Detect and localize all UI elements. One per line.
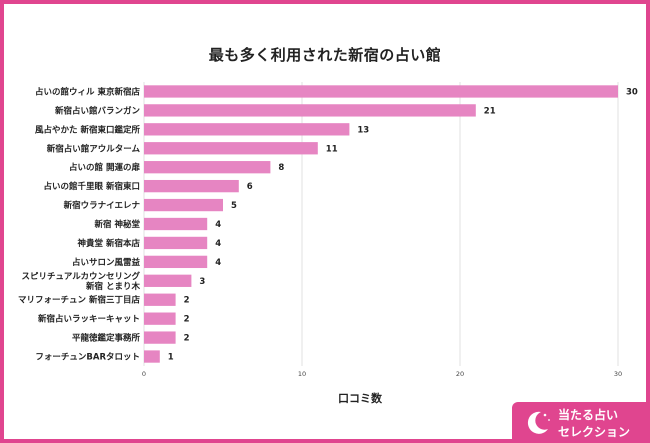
chart-title: 最も多く利用された新宿の占い館: [208, 46, 442, 64]
category-label-line: 平龍徳鑑定事務所: [72, 333, 141, 344]
value-label: 5: [231, 201, 237, 211]
category-label: マリフォーチュン 新宿三丁目店: [18, 295, 140, 306]
x-tick-label: 20: [456, 370, 464, 378]
value-label: 2: [184, 315, 190, 325]
bar: [144, 331, 176, 344]
value-label: 2: [184, 296, 190, 306]
bar: [144, 274, 192, 287]
value-label: 4: [215, 239, 221, 249]
category-label-line: 新宿占い館アウルターム: [47, 143, 141, 154]
moon-stars-icon: [527, 411, 550, 434]
category-label-line: 風占やかた 新宿東口鑑定所: [35, 124, 140, 135]
bar: [144, 142, 318, 155]
bar: [144, 123, 350, 136]
category-label: 新宿 神秘堂: [95, 219, 141, 230]
category-label: 新宿占いラッキーキャット: [38, 314, 140, 325]
category-label-line: 神貴堂 新宿本店: [78, 238, 141, 249]
category-label-line: 新宿ウラナイエレナ: [64, 200, 141, 211]
category-label: 新宿占い館アウルターム: [47, 143, 141, 154]
category-label-line: フォーチュンBARタロット: [35, 352, 140, 363]
value-label: 6: [247, 182, 253, 192]
category-label-line: 新宿 とまり木: [86, 281, 140, 292]
value-label: 4: [215, 258, 221, 268]
bar: [144, 85, 618, 98]
x-tick-label: 10: [298, 370, 306, 378]
category-label-line: 占いの館ウィル 東京新宿店: [35, 86, 140, 97]
badge-title-line1: 当たる占い: [558, 408, 619, 422]
category-label: 占いの館ウィル 東京新宿店: [35, 86, 140, 97]
category-label: 占いの館 開運の扉: [69, 162, 140, 173]
category-label-line: 新宿 神秘堂: [95, 219, 141, 230]
value-label: 21: [484, 106, 496, 116]
category-label-line: マリフォーチュン 新宿三丁目店: [18, 295, 140, 306]
category-label-line: 新宿占いラッキーキャット: [38, 314, 140, 325]
category-label: スピリチュアルカウンセリング新宿 とまり木: [22, 271, 141, 292]
bar: [144, 217, 208, 231]
x-axis-label: 口コミ数: [338, 392, 382, 405]
category-label: 新宿占い館バランガン: [55, 105, 141, 116]
value-label: 8: [278, 163, 284, 173]
category-label-line: 占いの館 開運の扉: [69, 162, 140, 173]
value-label: 3: [199, 277, 205, 287]
category-label-line: スピリチュアルカウンセリング: [22, 271, 141, 282]
x-tick-label: 0: [142, 370, 146, 378]
value-label: 2: [184, 334, 190, 344]
value-label: 1: [168, 353, 174, 363]
bar: [144, 312, 176, 325]
value-label: 11: [326, 144, 338, 154]
bar: [144, 198, 223, 212]
bar: [144, 293, 176, 306]
brand-badge: 当たる占い セレクション: [512, 402, 650, 443]
category-label: 占いの館千里眼 新宿東口: [44, 181, 140, 192]
value-label: 4: [215, 220, 221, 230]
category-label: 占いサロン風雷益: [72, 257, 141, 268]
bar: [144, 179, 239, 193]
category-label-line: 占いの館千里眼 新宿東口: [44, 181, 140, 192]
value-label: 30: [626, 87, 638, 97]
category-label: 平龍徳鑑定事務所: [72, 333, 141, 344]
category-label: フォーチュンBARタロット: [35, 352, 140, 363]
badge-title-line2: セレクション: [558, 425, 631, 439]
bars: [144, 85, 618, 363]
bar: [144, 350, 160, 363]
category-label: 風占やかた 新宿東口鑑定所: [35, 124, 140, 135]
bar: [144, 161, 271, 174]
category-label-line: 占いサロン風雷益: [72, 257, 141, 268]
bar: [144, 255, 208, 269]
x-axis-ticks: 0 10 20 30: [142, 370, 622, 378]
x-tick-label: 30: [614, 370, 622, 378]
value-label: 13: [357, 125, 369, 135]
category-label: 神貴堂 新宿本店: [78, 238, 141, 249]
category-label: 新宿ウラナイエレナ: [64, 200, 141, 211]
category-label-line: 新宿占い館バランガン: [55, 105, 141, 116]
bar: [144, 236, 208, 250]
bar: [144, 104, 476, 117]
